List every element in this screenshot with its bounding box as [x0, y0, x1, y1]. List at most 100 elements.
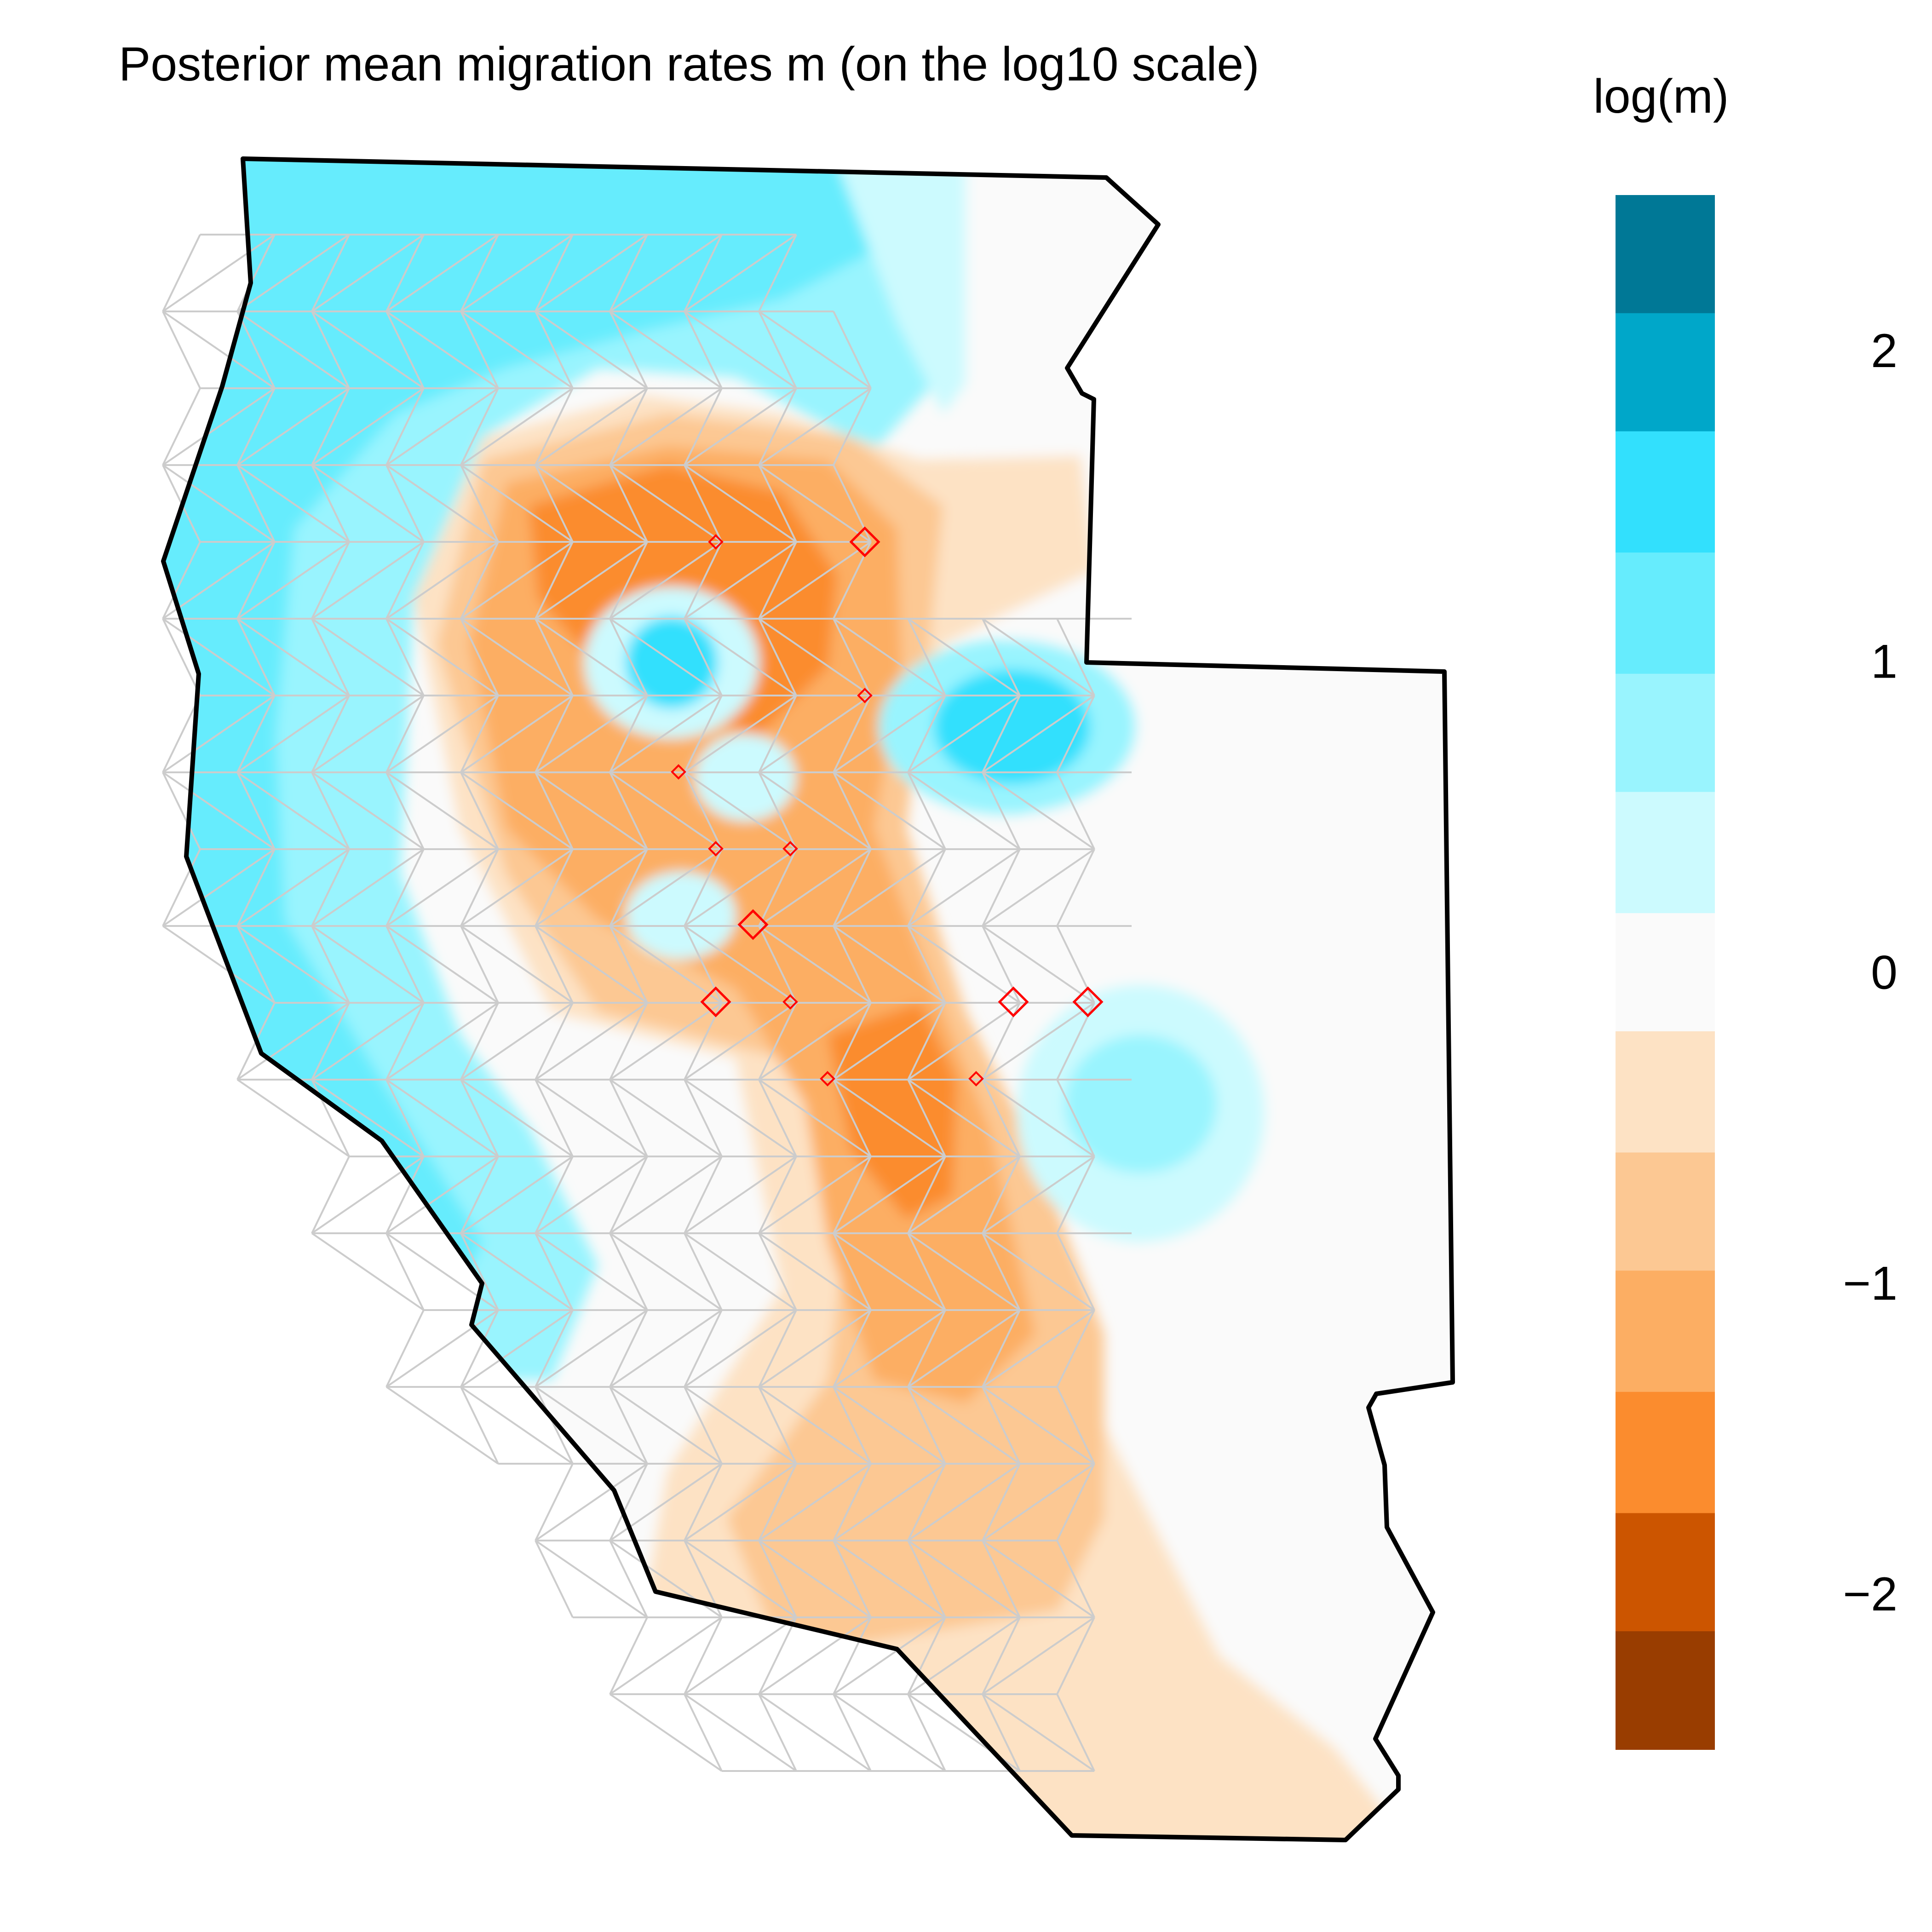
grid-edge — [311, 464, 425, 543]
grid-edge — [535, 1540, 648, 1618]
grid-edge — [609, 1309, 723, 1388]
grid-edge — [684, 387, 797, 466]
grid-edge — [907, 1079, 1021, 1157]
grid-edge — [236, 925, 350, 1004]
grid-edge — [833, 848, 946, 927]
sample-location-marker — [857, 688, 873, 703]
grid-edge — [385, 695, 499, 773]
grid-edge — [311, 541, 425, 620]
grid-edge — [982, 848, 1095, 927]
grid-edge — [311, 695, 425, 773]
grid-edge — [385, 1386, 499, 1465]
grid-edge — [460, 1002, 499, 1080]
grid-edge — [535, 1463, 648, 1541]
grid-edge — [982, 695, 1021, 773]
grid-edge — [758, 618, 872, 696]
grid-edge — [833, 311, 872, 389]
grid-edge — [758, 849, 797, 926]
grid-edge — [162, 849, 201, 926]
grid-edge — [758, 465, 797, 542]
grid-edge — [758, 1540, 872, 1618]
sample-location-marker — [737, 909, 769, 940]
grid-edge — [982, 1617, 1021, 1695]
grid-edge — [162, 234, 276, 312]
grid-edge — [535, 618, 574, 696]
grid-edge — [982, 618, 1021, 696]
grid-edge — [385, 1079, 499, 1157]
grid-edge — [385, 926, 425, 1003]
grid-edge — [907, 1617, 946, 1695]
grid-edge — [162, 848, 276, 927]
grid-edge — [535, 1463, 574, 1541]
grid-edge — [684, 849, 723, 926]
grid-edge — [907, 1463, 946, 1541]
grid-edge — [609, 849, 648, 926]
grid-edge — [236, 618, 350, 696]
grid-edge — [758, 234, 797, 312]
grid-edge — [609, 388, 648, 466]
grid-edge — [460, 310, 574, 389]
grid-edge — [385, 234, 499, 312]
grid-edge — [684, 695, 797, 773]
grid-edge — [609, 695, 723, 773]
grid-edge — [1056, 1386, 1095, 1464]
grid-edge — [907, 925, 1021, 1004]
grid-edge — [758, 310, 872, 389]
grid-edge — [609, 541, 648, 619]
grid-edge — [385, 541, 499, 620]
grid-edge — [758, 1386, 797, 1464]
grid-edge — [311, 1002, 425, 1081]
grid-edge — [311, 1156, 425, 1234]
grid-edge — [236, 387, 350, 466]
grid-edge — [535, 848, 648, 927]
grid-edge — [982, 1540, 1021, 1618]
grid-edge — [758, 1309, 872, 1388]
grid-edge — [758, 1079, 872, 1157]
grid-edge — [535, 234, 574, 312]
grid-edge — [385, 1310, 425, 1387]
grid-edge — [833, 1386, 872, 1464]
grid-edge — [162, 541, 201, 619]
grid-edge — [907, 618, 946, 696]
grid-edge — [833, 1386, 946, 1465]
sample-location-marker — [849, 526, 880, 558]
grid-edge — [982, 1463, 1095, 1541]
grid-edge — [833, 1694, 872, 1771]
grid-edge — [460, 848, 574, 927]
grid-edge — [684, 234, 723, 312]
grid-edge — [460, 464, 574, 543]
grid-edge — [162, 387, 276, 466]
grid-edge — [311, 1156, 350, 1234]
corridor-core-south — [828, 1003, 957, 1219]
grid-edge — [833, 1232, 946, 1311]
grid-edge — [982, 618, 1095, 696]
grid-edge — [609, 387, 723, 466]
grid-edge — [609, 1540, 648, 1618]
grid-edge — [833, 926, 872, 1003]
east-spot-core — [934, 669, 1090, 784]
grid-edge — [460, 387, 574, 466]
grid-edge — [982, 849, 1021, 926]
grid-edge — [460, 849, 499, 926]
grid-edge — [609, 464, 723, 543]
grid-edge — [833, 1463, 946, 1541]
grid-edge — [535, 1156, 574, 1234]
grid-edge — [833, 1233, 872, 1311]
grid-edge — [684, 310, 797, 389]
grid-edge — [758, 1156, 872, 1234]
grid-edge — [982, 1310, 1021, 1387]
grid-edge — [907, 1694, 946, 1771]
grid-edge — [460, 771, 574, 850]
grid-edge — [833, 1156, 946, 1234]
grid-edge — [236, 849, 276, 926]
grid-edge — [535, 541, 648, 620]
grid-edge — [535, 849, 574, 926]
grid-edge — [460, 234, 574, 312]
legend-bin — [1616, 552, 1715, 674]
legend-tick-labels: 2 1 0 −1 −2 — [1843, 324, 1898, 1621]
grid-edge — [982, 695, 1095, 773]
legend-bin — [1616, 1392, 1715, 1514]
grid-edge — [982, 925, 1095, 1004]
legend-bin — [1616, 1271, 1715, 1392]
grid-edge — [385, 310, 499, 389]
